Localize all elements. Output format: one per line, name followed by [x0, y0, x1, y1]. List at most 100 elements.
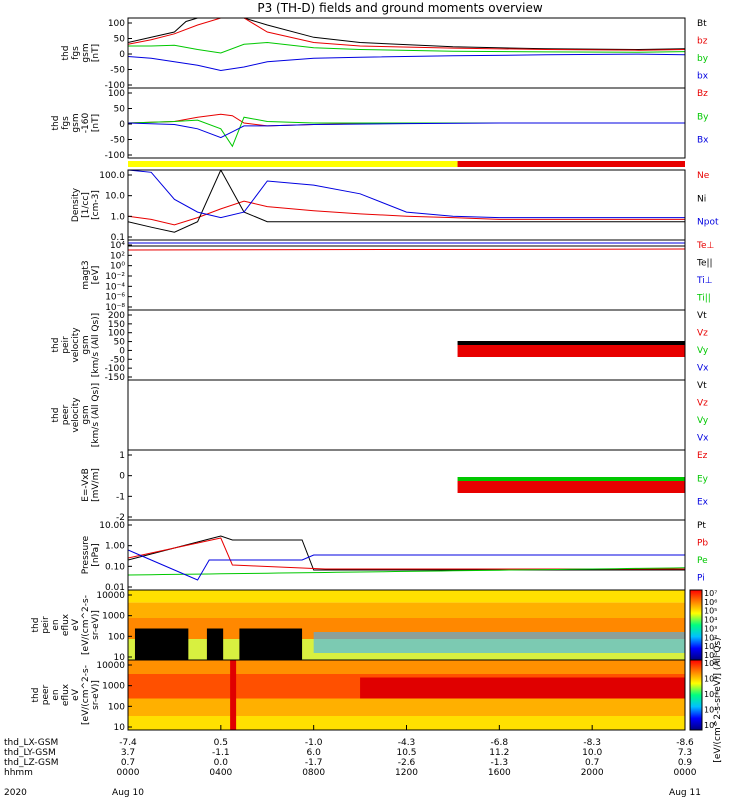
legend-Vx: Vx [697, 364, 709, 374]
legend-Vx: Vx [697, 434, 709, 444]
xaxis-row-label: hhmm [4, 768, 33, 778]
year-label: 2020 [4, 788, 27, 798]
xaxis-value: 6.0 [307, 748, 322, 758]
spectrogram-band [313, 632, 685, 653]
colorbar-label: [eV/(cm^2-s-sr-eV)] (All Qs) [713, 637, 723, 762]
ytick-label: 10.0 [105, 192, 125, 202]
ytick-label: -100 [105, 81, 126, 91]
ytick-label: 10⁻² [105, 272, 125, 282]
ylabel-line: gsm [81, 43, 91, 62]
spectrogram-band [128, 716, 685, 730]
ytick-label: 10000 [96, 591, 125, 601]
legend-bz: bz [697, 37, 708, 47]
ylabel-line: gsm [81, 405, 91, 424]
series-noise [457, 341, 685, 345]
legend-By: By [697, 112, 709, 122]
ytick-label: 10⁻⁶ [105, 293, 125, 303]
xaxis-value: -1.7 [305, 758, 323, 768]
xaxis-value: 3.7 [121, 748, 135, 758]
ylabel-line: [nT] [91, 44, 101, 62]
ylabel-line: peir [61, 336, 71, 354]
xaxis-row-label: thd_LY-GSM [4, 748, 56, 758]
ylabel-line: velocity [71, 397, 81, 433]
xaxis-value: 0000 [117, 768, 140, 778]
colorbar-tick: 10⁴ [704, 616, 717, 625]
ylabel-line: -160 [81, 113, 91, 134]
ytick-label: 10000 [96, 661, 125, 671]
ytick-label: 0 [119, 50, 125, 60]
colorbar-tick: 10⁵ [704, 607, 717, 616]
spectrogram-gap [206, 628, 224, 660]
series-line-bx [128, 53, 685, 72]
ylabel-line: thd [31, 618, 41, 633]
ytick-label: -2 [116, 513, 125, 523]
series-line-Pb [128, 537, 685, 570]
ytick-label: 10⁻⁸ [105, 303, 125, 313]
series-line-Pt [128, 535, 685, 571]
spectrogram-band [360, 677, 685, 699]
ytick-label: 10⁰ [110, 262, 125, 272]
spectrogram-band [128, 590, 685, 603]
xaxis-value: 0.0 [214, 758, 229, 768]
ylabel-line: sr-eV)] [91, 680, 101, 710]
series-line-Pi [128, 549, 685, 581]
panel-2: 100 50 0 -50 -100 thd fgs gsm -160 [nT] Bz By Bx [51, 87, 709, 161]
xaxis-value: 0.7 [585, 758, 599, 768]
legend-Ex: Ex [697, 498, 709, 508]
ytick-label: 0.10 [105, 562, 125, 572]
legend-Ni: Ni [697, 194, 706, 204]
ylabel-line: peer [41, 684, 51, 705]
ylabel-line: [mV/m] [91, 468, 101, 502]
legend-Vt: Vt [697, 381, 707, 391]
ylabel-line: [eV/(cm^2-s- [81, 595, 91, 655]
legend-Vt: Vt [697, 311, 707, 321]
ylabel-line: Pressure [81, 535, 91, 574]
series-line-Ne [128, 200, 685, 226]
xaxis-value: 0.9 [678, 758, 693, 768]
ylabel-line: gsm [81, 335, 91, 354]
ylabel-line: velocity [71, 327, 81, 363]
series-noise [457, 477, 685, 481]
legend-Ti||: Ti|| [696, 294, 711, 304]
ytick-label: 10 [114, 653, 126, 663]
xaxis-value: 2000 [581, 768, 604, 778]
ytick-label: -50 [110, 66, 125, 76]
panel-frame [127, 87, 686, 159]
legend-Vz: Vz [697, 329, 708, 339]
xaxis-value: 10.5 [396, 748, 416, 758]
xaxis-value: -1.1 [212, 748, 230, 758]
series-line-Pe [128, 567, 685, 576]
xaxis-value: -7.4 [119, 738, 137, 748]
ylabel-line: [1/cc] [81, 192, 91, 218]
series-line-Bx [128, 122, 685, 139]
xaxis-value: 0000 [674, 768, 697, 778]
ylabel-line: en [51, 619, 61, 630]
ytick-label: 50 [114, 35, 126, 45]
ytick-label: 0 [119, 346, 125, 356]
legend-bx: bx [697, 72, 709, 82]
colorbar-tick: 10⁷ [704, 589, 717, 598]
ytick-label: -100 [105, 364, 126, 374]
panel-6: thd peer velocity gsm [km/s (All Qs)] Vt Vz Vy V… [51, 379, 709, 451]
colorbar-tick: 10⁸ [704, 659, 717, 668]
ytick-label: -100 [105, 151, 126, 161]
figure-title: P3 (TH-D) fields and ground moments over… [257, 1, 542, 15]
series-line-Ni [128, 170, 685, 233]
ylabel-line: thd [51, 338, 61, 353]
xaxis-value: -1.0 [305, 738, 323, 748]
xaxis-value: -1.3 [491, 758, 509, 768]
ytick-label: 0.01 [105, 583, 125, 593]
colorbar-tick: 10⁴ [704, 690, 717, 699]
spectrogram-band [230, 660, 237, 730]
xaxis-value: -8.3 [583, 738, 601, 748]
ylabel-line: gsm [71, 113, 81, 132]
ytick-label: 1 [119, 451, 125, 461]
ylabel-line: [nT] [91, 114, 101, 132]
ytick-label: 200 [108, 311, 125, 321]
xaxis-value: 1600 [488, 768, 511, 778]
legend-by: by [697, 54, 709, 64]
series-line-Bt [128, 18, 685, 51]
series-line-bz [128, 18, 685, 51]
